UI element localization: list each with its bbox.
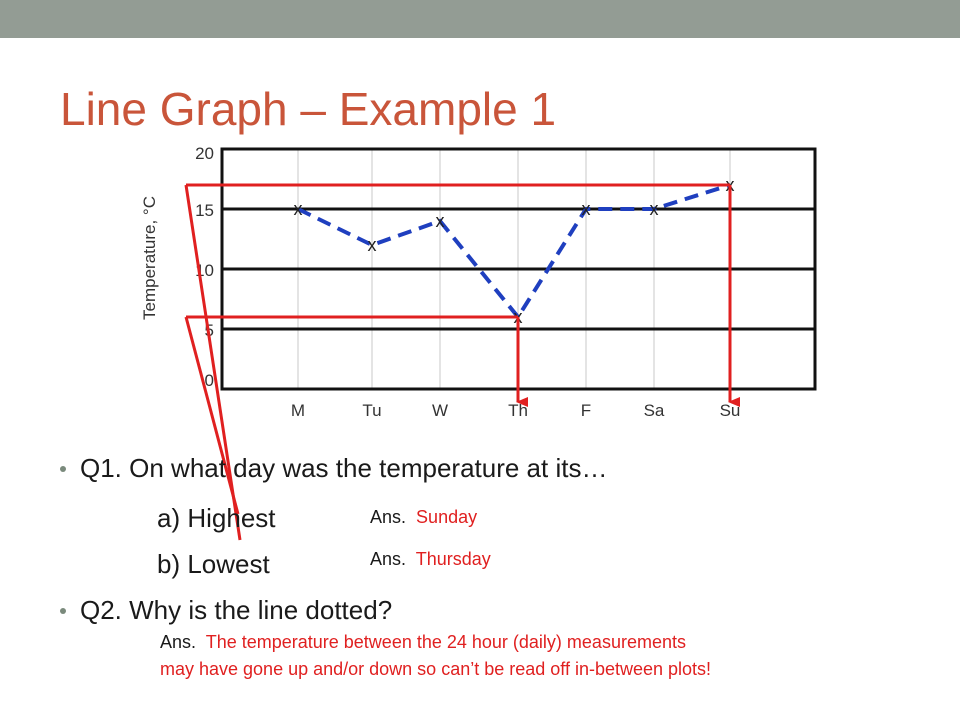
answer-prefix: Ans. — [370, 549, 407, 569]
data-point-marker: x — [650, 199, 659, 219]
y-tick-label: 0 — [205, 371, 214, 390]
data-point-marker: x — [368, 235, 377, 255]
answer-1b-text: Thursday — [415, 549, 491, 569]
answer-1a: Ans. Sunday — [370, 507, 477, 528]
answer-2: Ans. The temperature between the 24 hour… — [160, 629, 711, 683]
answer-2-line1: The temperature between the 24 hour (dai… — [205, 632, 686, 652]
answer-2-line2: may have gone up and/or down so can’t be… — [160, 659, 712, 679]
x-tick-label: Su — [720, 401, 741, 420]
data-point-marker: x — [582, 199, 591, 219]
x-tick-label: Tu — [362, 401, 381, 420]
answer-prefix: Ans. — [370, 507, 407, 527]
bullet-dot — [60, 466, 66, 472]
answer-1b: Ans. Thursday — [370, 549, 491, 570]
question-1: Q1. On what day was the temperature at i… — [80, 453, 608, 483]
answer-1a-text: Sunday — [416, 507, 478, 527]
annotation-link-line — [184, 316, 240, 515]
question-2: Q2. Why is the line dotted? — [80, 595, 393, 625]
question-1b: b) Lowest — [157, 549, 270, 579]
data-point-marker: x — [436, 211, 445, 231]
slide-title: Line Graph – Example 1 — [60, 83, 557, 135]
answer-prefix: Ans. — [160, 632, 197, 652]
top-bar — [0, 0, 960, 38]
x-tick-label: F — [581, 401, 591, 420]
series-line — [297, 183, 731, 321]
x-tick-label: M — [291, 401, 305, 420]
x-tick-label: Th — [508, 401, 528, 420]
y-tick-label: 15 — [195, 201, 214, 220]
y-axis-label: Temperature, °C — [140, 196, 159, 320]
x-tick-label: W — [432, 401, 448, 420]
x-tick-label: Sa — [644, 401, 665, 420]
y-tick-label: 20 — [195, 144, 214, 163]
question-1a: a) Highest — [157, 503, 276, 533]
data-point-marker: x — [294, 199, 303, 219]
bullet-dot — [60, 608, 66, 614]
annotation-link-line — [184, 184, 242, 541]
